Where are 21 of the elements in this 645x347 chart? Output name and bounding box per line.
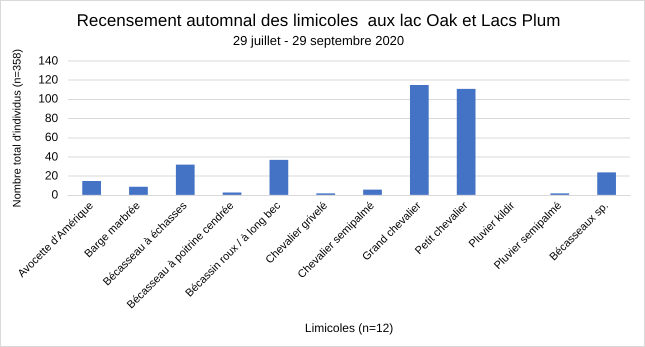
y-tick-label: 80 — [44, 110, 59, 125]
y-tick-label: 20 — [44, 168, 59, 182]
y-tick-label: 60 — [44, 130, 59, 144]
x-axis-title: Limicoles (n=12) — [304, 321, 394, 336]
y-tick-label: 100 — [38, 92, 59, 106]
y-tick-label: 40 — [44, 149, 59, 164]
bar — [410, 84, 429, 195]
y-axis-title: Nombre total d'individus (n=358) — [12, 49, 24, 208]
bar — [363, 190, 382, 195]
chart-subtitle: 29 juillet - 29 septembre 2020 — [232, 32, 404, 48]
bar — [222, 192, 242, 195]
bar — [176, 164, 195, 195]
y-tick-label: 120 — [38, 72, 59, 87]
y-tick-label: 0 — [52, 188, 59, 202]
bar — [82, 180, 101, 195]
y-tick-label: 140 — [38, 53, 59, 68]
bar — [456, 88, 476, 195]
bar — [129, 186, 148, 195]
bar — [597, 172, 616, 195]
bar — [270, 160, 288, 195]
chart-title: Recensement automnal des limicoles aux lac Oak et Lacs Plum — [76, 10, 560, 30]
